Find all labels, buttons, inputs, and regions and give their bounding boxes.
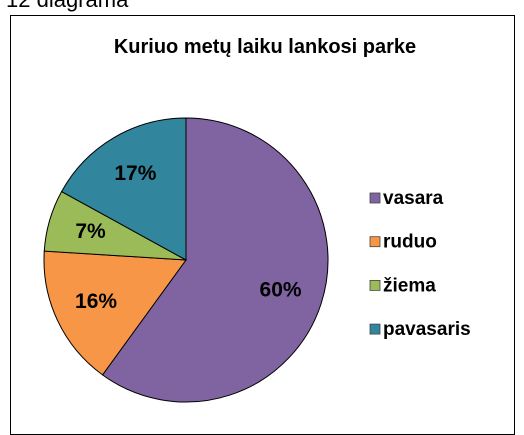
legend-swatch <box>369 192 381 204</box>
legend-label: žiema <box>383 275 436 296</box>
legend-label: ruduo <box>383 232 437 253</box>
data-label: 60% <box>260 278 302 301</box>
legend-label: pavasaris <box>383 319 471 340</box>
pie-slice <box>60 117 187 261</box>
pie-slice <box>43 250 187 376</box>
chart: 60% 16% 7% 17% vasara ruduo žiema pavasaris <box>43 117 471 403</box>
legend-label: vasara <box>383 188 444 209</box>
page: 12 diagrama Kuriuo metų laiku lankosi pa… <box>6 0 515 435</box>
legend-swatch <box>369 236 381 248</box>
pie-slice <box>101 117 329 403</box>
data-label: 17% <box>114 162 156 185</box>
legend-swatch <box>369 323 381 335</box>
data-label: 16% <box>75 290 117 313</box>
caption: 12 diagrama <box>6 0 128 13</box>
data-label: 7% <box>75 220 106 243</box>
legend-swatch <box>369 279 381 291</box>
chart-title: Kuriuo metų laiku lankosi parke <box>113 36 417 58</box>
